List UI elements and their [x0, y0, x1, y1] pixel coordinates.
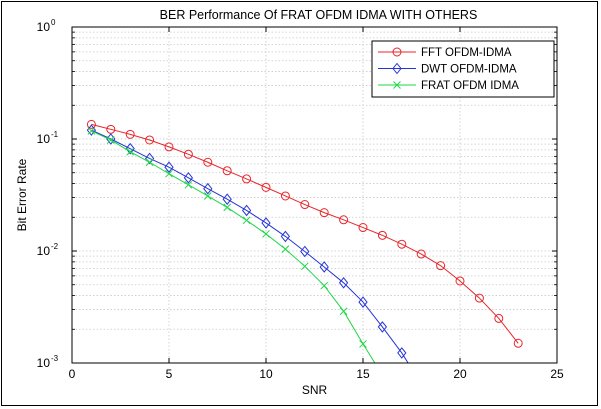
legend-item: DWT OFDM-IDMA	[378, 62, 517, 76]
legend-item: FFT OFDM-IDMA	[378, 47, 512, 59]
x-axis-label: SNR	[302, 383, 328, 397]
legend-item: FRAT OFDM IDMA	[378, 80, 519, 92]
series-3-point	[300, 262, 309, 271]
series-1-point	[261, 182, 271, 192]
y-tick-exponent: -1	[51, 130, 59, 139]
series-1-point	[397, 239, 407, 249]
series-1-point	[242, 174, 252, 184]
legend-label: FRAT OFDM IDMA	[421, 80, 519, 92]
series-2-point	[125, 142, 135, 155]
series-3-point	[87, 127, 96, 135]
series-2-point	[164, 161, 174, 174]
series-2-point	[338, 277, 349, 289]
x-tick-label: 20	[453, 367, 467, 381]
series-3-point	[145, 158, 154, 167]
x-tick-label: 5	[166, 367, 173, 381]
x-tick-label: 10	[259, 367, 273, 381]
series-2-point	[377, 321, 388, 333]
series-3-point	[223, 203, 232, 212]
chart-title: BER Performance Of FRAT OFDM IDMA WITH O…	[160, 8, 478, 22]
series-1-point	[203, 157, 213, 167]
series-3	[87, 127, 386, 379]
series-1-point	[125, 129, 135, 139]
series-1-point	[358, 223, 368, 233]
series-3-point	[379, 372, 386, 379]
series-2	[86, 124, 425, 389]
series-2-point	[319, 261, 329, 273]
series-1-point	[436, 261, 446, 271]
legend: FFT OFDM-IDMA DWT OFDM-IDMA FRAT OFDM IDMA	[371, 40, 555, 98]
series-2-point	[417, 379, 425, 389]
series-2-point	[183, 172, 194, 184]
series-1-point	[455, 276, 465, 286]
series-1-point	[474, 293, 484, 303]
series-layer	[86, 119, 523, 389]
legend-marker	[392, 62, 402, 75]
series-3-point	[320, 281, 329, 290]
series-1-point	[183, 149, 193, 159]
series-1-point	[145, 135, 155, 145]
series-3-point	[262, 230, 270, 238]
grid-lines	[72, 27, 557, 363]
y-tick-label: 10	[37, 132, 51, 146]
x-tick-label: 15	[356, 367, 370, 381]
series-1-point	[416, 249, 426, 259]
y-tick-exponent: -2	[51, 242, 59, 251]
series-2-point	[144, 152, 155, 165]
y-tick-exponent: -3	[51, 354, 59, 363]
series-3-point	[184, 180, 193, 189]
legend-marker	[393, 81, 401, 89]
legend-label: FFT OFDM-IDMA	[421, 47, 512, 59]
series-1-point	[513, 338, 523, 348]
series-3-point	[203, 192, 212, 200]
x-tick-label: 0	[69, 367, 76, 381]
legend-box	[371, 40, 555, 98]
series-1-point	[222, 166, 232, 176]
series-2-point	[397, 347, 407, 359]
y-axis-label: Bit Error Rate	[15, 158, 29, 231]
series-1-point	[494, 313, 504, 323]
series-2-point	[241, 204, 252, 217]
series-1-line	[91, 123, 519, 344]
series-3-point	[106, 136, 115, 144]
series-2-point	[261, 217, 271, 229]
series-3-point	[339, 307, 348, 316]
series-2-point	[203, 182, 213, 195]
series-1-point	[86, 119, 96, 129]
legend-label: DWT OFDM-IDMA	[421, 64, 517, 76]
series-3-line	[91, 130, 376, 363]
series-2-point	[280, 230, 291, 243]
series-1-point	[319, 208, 329, 218]
series-2-point	[300, 245, 310, 258]
legend-marker	[392, 47, 402, 57]
series-1-point	[339, 215, 349, 225]
x-tick-label: 25	[550, 367, 564, 381]
series-1-point	[164, 142, 174, 152]
y-tick-label: 10	[37, 356, 51, 370]
series-2-point	[222, 193, 232, 206]
series-3-point	[165, 169, 173, 178]
axes-box	[71, 26, 558, 364]
series-clip-group	[86, 119, 523, 389]
series-3-point	[242, 216, 251, 225]
series-1-point	[300, 200, 310, 210]
series-3-point	[281, 245, 290, 253]
series-1-point	[377, 230, 387, 240]
series-3-point	[126, 147, 135, 156]
series-1-point	[280, 191, 290, 201]
series-1	[86, 119, 523, 348]
y-tick-exponent: 0	[51, 18, 56, 27]
series-3-point	[359, 340, 367, 348]
series-2-point	[358, 296, 368, 308]
y-tick-label: 10	[37, 20, 51, 34]
y-tick-label: 10	[37, 244, 51, 258]
